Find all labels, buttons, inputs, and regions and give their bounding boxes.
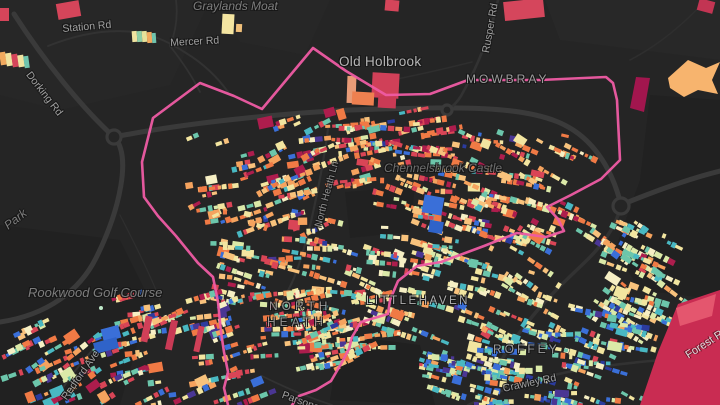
roundabout [611,196,631,216]
roundabout [440,103,454,117]
road-a264-east [618,168,720,208]
area-boundary-outline [140,46,622,405]
road-mercer-rd [168,0,201,93]
roundabout [105,128,123,146]
road-golf-path [119,214,161,301]
road-dorking-a24 [0,11,126,325]
road-parsonage-rd [261,375,333,405]
buildings-layer [0,106,693,405]
road-station-rd [47,30,229,93]
